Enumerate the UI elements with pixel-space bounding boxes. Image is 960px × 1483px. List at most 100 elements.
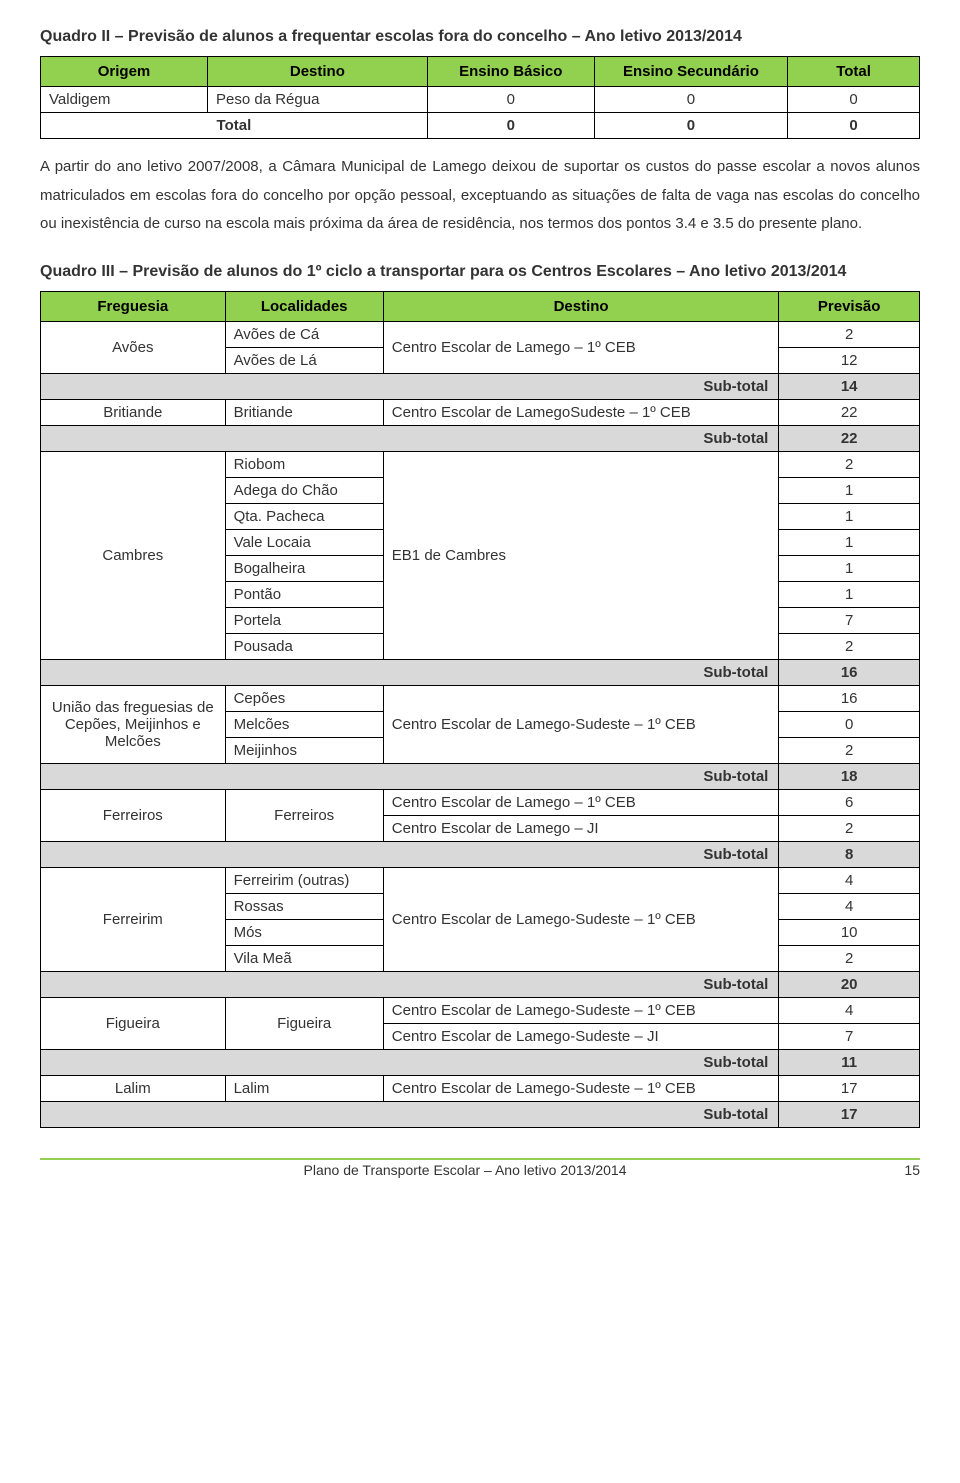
- q3-cell-previsao: 1: [779, 503, 920, 529]
- q3-cell-freguesia: União das freguesias de Cepões, Meijinho…: [41, 685, 226, 763]
- footer-page: 15: [890, 1162, 920, 1178]
- q3-cell-previsao: 17: [779, 1075, 920, 1101]
- q3-cell-localidade: Adega do Chão: [225, 477, 383, 503]
- q3-cell-localidade: Portela: [225, 607, 383, 633]
- q2-cell-tot: 0: [788, 87, 920, 113]
- quadro2-table: Origem Destino Ensino Básico Ensino Secu…: [40, 56, 920, 139]
- q3-cell-localidade: Rossas: [225, 893, 383, 919]
- q3-cell-localidade: Ferreirim (outras): [225, 867, 383, 893]
- q3-cell-localidade: Pontão: [225, 581, 383, 607]
- q3-cell-previsao: 7: [779, 1023, 920, 1049]
- q3-cell-previsao: 2: [779, 451, 920, 477]
- q3-cell-freguesia: Figueira: [41, 997, 226, 1049]
- q3-cell-localidade: Melcões: [225, 711, 383, 737]
- q3-subtotal-label: Sub-total: [41, 373, 779, 399]
- q3-subtotal-value: 18: [779, 763, 920, 789]
- footer-text: Plano de Transporte Escolar – Ano letivo…: [40, 1162, 890, 1178]
- q2-h-eb: Ensino Básico: [427, 57, 594, 87]
- q3-subtotal-value: 20: [779, 971, 920, 997]
- q3-cell-localidade: Riobom: [225, 451, 383, 477]
- page-footer: Plano de Transporte Escolar – Ano letivo…: [40, 1158, 920, 1178]
- q3-cell-localidade: Vale Locaia: [225, 529, 383, 555]
- q3-cell-localidade: Bogalheira: [225, 555, 383, 581]
- q3-cell-localidade: Figueira: [225, 997, 383, 1049]
- quadro3-table: Freguesia Localidades Destino Previsão A…: [40, 291, 920, 1128]
- q3-cell-freguesia: Avões: [41, 321, 226, 373]
- q3-cell-previsao: 2: [779, 737, 920, 763]
- q2-cell-origem: Valdigem: [41, 87, 208, 113]
- q3-cell-destino: Centro Escolar de Lamego-Sudeste – 1º CE…: [383, 685, 779, 763]
- q3-subtotal-label: Sub-total: [41, 659, 779, 685]
- q2-total-label: Total: [41, 113, 428, 139]
- q3-cell-previsao: 0: [779, 711, 920, 737]
- q3-cell-previsao: 12: [779, 347, 920, 373]
- q3-cell-freguesia: Britiande: [41, 399, 226, 425]
- quadro3-title: Quadro III – Previsão de alunos do 1º ci…: [40, 263, 920, 281]
- q3-cell-previsao: 1: [779, 529, 920, 555]
- body-paragraph: A partir do ano letivo 2007/2008, a Câma…: [40, 153, 920, 239]
- q3-cell-localidade: Lalim: [225, 1075, 383, 1101]
- quadro2-title: Quadro II – Previsão de alunos a frequen…: [40, 28, 920, 46]
- q3-cell-previsao: 6: [779, 789, 920, 815]
- q3-cell-freguesia: Lalim: [41, 1075, 226, 1101]
- q3-h-destino: Destino: [383, 291, 779, 321]
- q3-h-localidades: Localidades: [225, 291, 383, 321]
- q2-h-total: Total: [788, 57, 920, 87]
- q3-h-freguesia: Freguesia: [41, 291, 226, 321]
- q3-subtotal-label: Sub-total: [41, 1101, 779, 1127]
- q3-cell-localidade: Avões de Lá: [225, 347, 383, 373]
- q3-cell-localidade: Pousada: [225, 633, 383, 659]
- q2-total-eb: 0: [427, 113, 594, 139]
- q3-cell-destino: Centro Escolar de Lamego-Sudeste – 1º CE…: [383, 1075, 779, 1101]
- q3-cell-localidade: Meijinhos: [225, 737, 383, 763]
- q3-cell-localidade: Cepões: [225, 685, 383, 711]
- q3-cell-previsao: 2: [779, 815, 920, 841]
- q3-cell-localidade: Avões de Cá: [225, 321, 383, 347]
- q2-h-destino: Destino: [208, 57, 428, 87]
- q2-total-es: 0: [594, 113, 787, 139]
- q3-subtotal-label: Sub-total: [41, 763, 779, 789]
- q3-cell-freguesia: Ferreiros: [41, 789, 226, 841]
- q3-cell-localidade: Britiande: [225, 399, 383, 425]
- q3-cell-destino: Centro Escolar de Lamego-Sudeste – 1º CE…: [383, 997, 779, 1023]
- q3-cell-localidade: Qta. Pacheca: [225, 503, 383, 529]
- q2-cell-es: 0: [594, 87, 787, 113]
- q3-cell-destino: Centro Escolar de Lamego-Sudeste – JI: [383, 1023, 779, 1049]
- q3-subtotal-value: 8: [779, 841, 920, 867]
- q3-subtotal-value: 17: [779, 1101, 920, 1127]
- q3-cell-previsao: 2: [779, 945, 920, 971]
- q3-cell-destino: Centro Escolar de Lamego-Sudeste – 1º CE…: [383, 867, 779, 971]
- q3-cell-destino: Centro Escolar de Lamego – 1º CEB: [383, 789, 779, 815]
- q3-cell-localidade: Vila Meã: [225, 945, 383, 971]
- q3-cell-previsao: 2: [779, 633, 920, 659]
- q3-cell-destino: EB1 de Cambres: [383, 451, 779, 659]
- q3-cell-previsao: 16: [779, 685, 920, 711]
- q3-cell-freguesia: Ferreirim: [41, 867, 226, 971]
- q3-h-previsao: Previsão: [779, 291, 920, 321]
- q3-cell-previsao: 2: [779, 321, 920, 347]
- q3-cell-previsao: 1: [779, 581, 920, 607]
- q3-cell-previsao: 1: [779, 477, 920, 503]
- q3-subtotal-label: Sub-total: [41, 971, 779, 997]
- q3-cell-localidade: Ferreiros: [225, 789, 383, 841]
- q3-cell-destino: Centro Escolar de Lamego – 1º CEB: [383, 321, 779, 373]
- q3-subtotal-value: 14: [779, 373, 920, 399]
- q3-cell-freguesia: Cambres: [41, 451, 226, 659]
- q3-cell-destino: Centro Escolar de LamegoSudeste – 1º CEB: [383, 399, 779, 425]
- q3-cell-previsao: 22: [779, 399, 920, 425]
- q3-cell-previsao: 4: [779, 867, 920, 893]
- q3-subtotal-value: 11: [779, 1049, 920, 1075]
- q3-subtotal-label: Sub-total: [41, 841, 779, 867]
- q3-cell-previsao: 1: [779, 555, 920, 581]
- q3-cell-previsao: 7: [779, 607, 920, 633]
- q2-cell-destino: Peso da Régua: [208, 87, 428, 113]
- q2-cell-eb: 0: [427, 87, 594, 113]
- q2-total-tot: 0: [788, 113, 920, 139]
- q3-subtotal-value: 16: [779, 659, 920, 685]
- q3-cell-previsao: 4: [779, 997, 920, 1023]
- q2-h-origem: Origem: [41, 57, 208, 87]
- q3-cell-previsao: 10: [779, 919, 920, 945]
- q3-cell-previsao: 4: [779, 893, 920, 919]
- q3-subtotal-value: 22: [779, 425, 920, 451]
- q3-subtotal-label: Sub-total: [41, 1049, 779, 1075]
